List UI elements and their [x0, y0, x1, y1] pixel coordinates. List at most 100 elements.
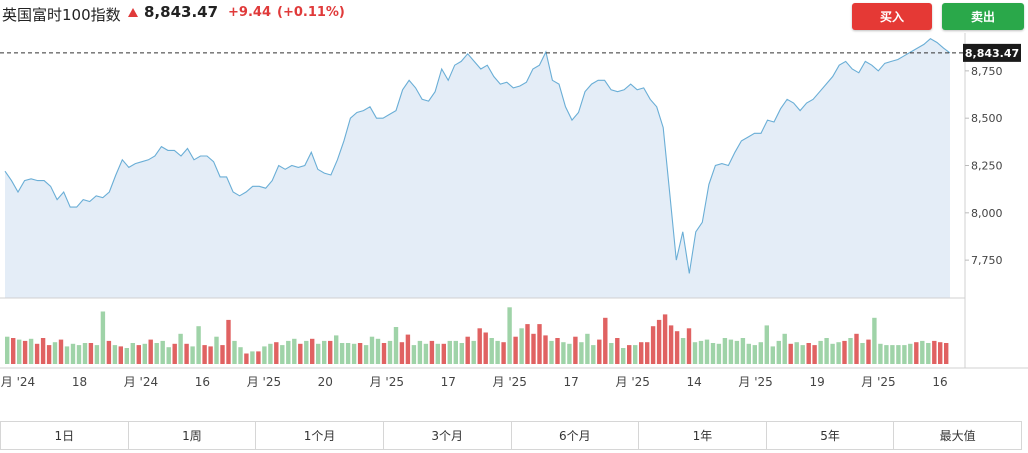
- volume-bar: [764, 325, 769, 364]
- volume-bar: [304, 340, 309, 364]
- price-chart[interactable]: 7,750 8,000 8,250 8,500 8,750 月 '24 18 月 '24 16…: [0, 33, 1028, 395]
- volume-bar: [190, 346, 195, 364]
- volume-bar: [501, 342, 506, 364]
- volume-bar: [758, 342, 763, 364]
- x-tick-label: 17: [441, 375, 456, 389]
- volume-bar: [238, 347, 243, 364]
- volume-bar: [549, 340, 554, 364]
- buy-button[interactable]: 买入: [852, 3, 932, 30]
- last-price: 8,843.47: [144, 3, 219, 21]
- volume-bar: [770, 346, 775, 364]
- volume-bar: [70, 343, 76, 364]
- price-chart-svg[interactable]: 7,750 8,000 8,250 8,500 8,750 月 '24 18 月 '24 16…: [0, 33, 1028, 395]
- volume-bar: [848, 338, 853, 364]
- volume-bar: [633, 345, 638, 364]
- volume-bar: [609, 343, 614, 364]
- y-tick-label: 8,250: [971, 160, 1003, 173]
- volume-bar: [172, 343, 177, 364]
- volume-bar: [794, 342, 799, 364]
- volume-bar: [148, 339, 153, 364]
- x-tick-label: 20: [318, 375, 333, 389]
- volume-bar: [692, 342, 698, 364]
- volume-bar: [662, 314, 668, 364]
- volume-bar: [752, 345, 757, 364]
- volume-bar: [597, 339, 602, 364]
- volume-bar: [788, 343, 793, 364]
- volume-bar: [710, 343, 716, 364]
- volume-bar: [274, 342, 279, 364]
- volume-bar: [938, 342, 943, 364]
- volume-bar: [740, 338, 746, 364]
- volume-bar: [310, 338, 315, 364]
- volume-bar: [591, 345, 596, 364]
- volume-bar: [441, 343, 446, 364]
- volume-bar: [429, 340, 435, 364]
- volume-bar: [836, 342, 841, 364]
- volume-bar: [818, 340, 823, 364]
- volume-bar: [17, 339, 22, 364]
- volume-bar: [184, 343, 189, 364]
- volume-bar: [782, 333, 787, 364]
- volume-bar: [399, 342, 405, 364]
- range-tab-0[interactable]: 1日: [1, 422, 129, 449]
- range-tab-1[interactable]: 1周: [129, 422, 257, 449]
- volume-bar: [507, 307, 512, 364]
- x-tick-label: 16: [195, 375, 210, 389]
- volume-bar: [196, 326, 201, 364]
- volume-bar: [465, 336, 470, 364]
- y-tick-label: 7,750: [971, 254, 1003, 267]
- volume-bar: [345, 343, 351, 364]
- volume-bar: [58, 339, 64, 364]
- volume-bar: [728, 339, 734, 364]
- volume-bar: [830, 343, 835, 364]
- volume-bar: [579, 342, 584, 364]
- range-tab-2[interactable]: 1个月: [256, 422, 384, 449]
- volume-bar: [896, 345, 901, 364]
- volume-bar: [890, 345, 895, 364]
- volume-bar: [232, 340, 237, 364]
- volume-bar: [878, 343, 883, 364]
- range-tab-5[interactable]: 1年: [639, 422, 767, 449]
- volume-bar: [214, 336, 219, 364]
- price-change-percent: (+0.11%): [277, 4, 345, 20]
- index-name: 英国富时100指数: [2, 6, 121, 24]
- volume-bar: [142, 343, 147, 364]
- volume-bar: [920, 340, 925, 364]
- price-line: [4, 38, 951, 274]
- range-tab-6[interactable]: 5年: [767, 422, 895, 449]
- volume-bar: [124, 348, 129, 364]
- volume-bar: [256, 351, 261, 364]
- volume-bar: [40, 338, 46, 364]
- volume-bar: [381, 343, 387, 364]
- volume-bar: [46, 345, 52, 364]
- range-tab-3[interactable]: 3个月: [384, 422, 512, 449]
- volume-bar: [286, 340, 291, 364]
- price-change: +9.44: [228, 4, 271, 20]
- volume-bar: [621, 348, 626, 364]
- volume-bar: [537, 324, 542, 364]
- volume-bar: [52, 342, 58, 364]
- range-tab-4[interactable]: 6个月: [512, 422, 640, 449]
- volume-bar: [208, 346, 213, 364]
- x-tick-label: 17: [564, 375, 579, 389]
- volume-bar: [800, 345, 805, 364]
- volume-bar: [866, 339, 871, 364]
- sell-button[interactable]: 卖出: [942, 3, 1024, 30]
- volume-bar: [525, 324, 530, 364]
- volume-bar: [292, 338, 297, 364]
- volume-bar: [423, 343, 429, 364]
- volume-bar: [914, 342, 919, 364]
- volume-bar: [656, 319, 662, 364]
- volume-bar: [447, 340, 452, 364]
- volume-bar: [908, 343, 913, 364]
- volume-bar: [100, 311, 106, 364]
- range-tab-7[interactable]: 最大值: [939, 429, 976, 443]
- volume-bar: [573, 336, 578, 364]
- volume-bar: [298, 343, 303, 364]
- volume-bar: [860, 343, 865, 364]
- volume-bar: [513, 336, 518, 364]
- volume-bar: [561, 342, 566, 364]
- volume-bar: [130, 343, 135, 364]
- volume-bar: [5, 336, 10, 364]
- x-tick-label: 月 '25: [616, 375, 650, 389]
